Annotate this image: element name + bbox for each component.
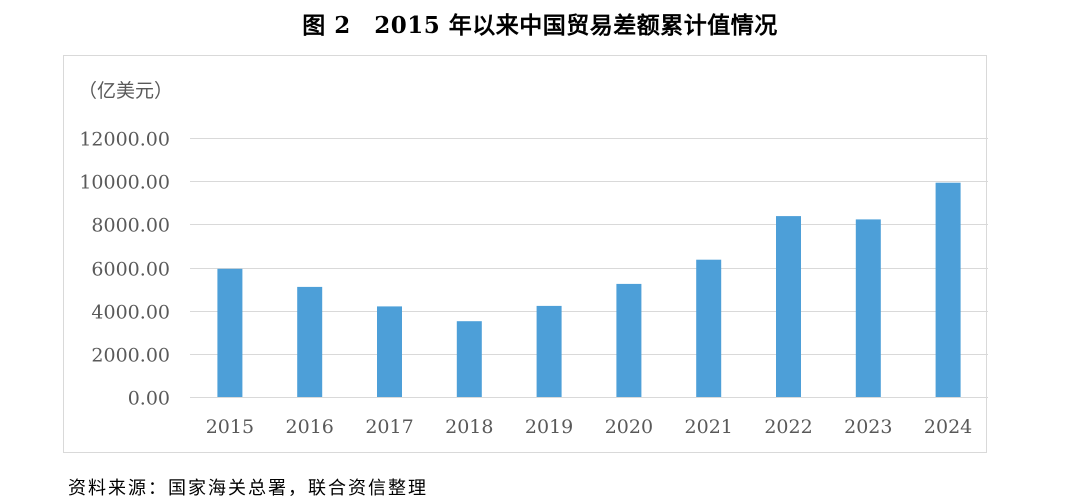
bar-2023 [855,219,881,397]
bar-2018 [456,321,482,397]
bar-2017 [377,306,402,397]
y-tick-label: 2000.00 [91,345,170,367]
x-tick-label: 2020 [605,416,653,438]
chart-frame [63,55,987,453]
y-tick-label: 10000.00 [79,172,170,194]
y-tick-label: 6000.00 [91,259,170,281]
gridlines [190,138,988,398]
bar-2019 [536,305,562,397]
x-tick-label: 2018 [445,416,493,438]
x-tick-label: 2017 [365,416,413,438]
source-note: 资料来源：国家海关总署，联合资信整理 [68,478,428,499]
bar-2016 [297,286,323,397]
y-tick-label: 0.00 [128,388,170,410]
x-tick-label: 2015 [206,416,254,438]
x-tick-label: 2016 [286,416,334,438]
bar-2021 [696,259,722,397]
x-tick-label: 2023 [844,416,892,438]
x-tick-label: 2024 [924,416,972,438]
bar-2020 [616,283,642,397]
bar-2022 [776,216,801,397]
x-tick-label: 2019 [525,416,573,438]
y-tick-label: 4000.00 [91,302,170,324]
x-tick-label: 2022 [764,416,812,438]
bar-2024 [935,182,961,397]
bars [217,182,961,397]
y-tick-label: 8000.00 [91,215,170,237]
y-axis-tick-labels: 0.00 2000.00 4000.00 6000.00 8000.00 10000.00… [79,129,170,410]
bar-2015 [217,268,243,397]
y-tick-label: 12000.00 [79,129,170,151]
figure-title: 图 2 2015 年以来中国贸易差额累计值情况 [302,12,778,39]
x-axis-tick-labels: 2015 2016 2017 2018 2019 2020 2021 2022 2023 2024 [206,416,973,438]
y-axis-unit-label: （亿美元） [78,80,174,102]
x-tick-label: 2021 [685,416,733,438]
